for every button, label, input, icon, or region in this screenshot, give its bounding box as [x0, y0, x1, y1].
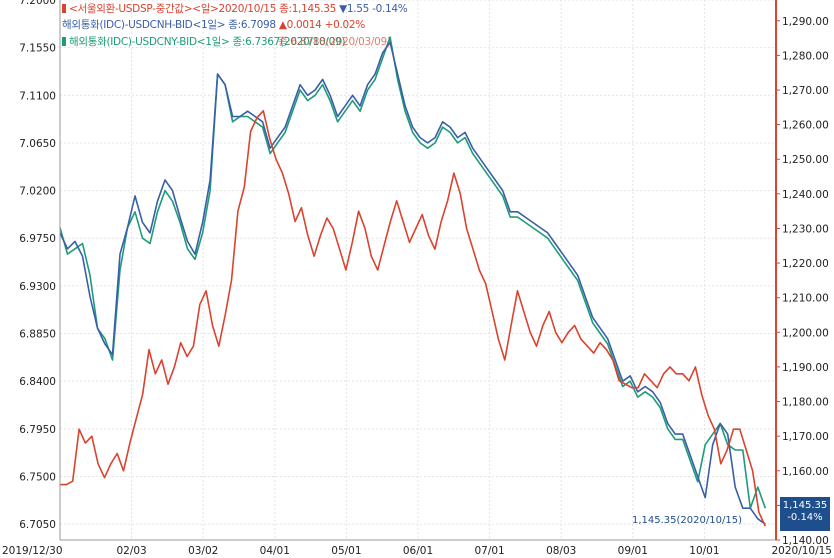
x-tick-label: 04/01 [260, 545, 290, 557]
x-tick-label: 10/01 [689, 545, 719, 557]
legend-usdcny[interactable]: 해외통화(IDC)-USDCNY-BID<1일> 종:6.7367(2020/1… [62, 34, 345, 49]
left-tick-label: 6.7950 [19, 424, 56, 436]
legend-label-usdsp: <서울외환-USDSP-중간값><일>2020/10/15 종:1,145.35 [69, 3, 337, 15]
legend-change-usdsp: ▼1.55 -0.14% [339, 3, 408, 15]
right-tick-label: 1,270.00 [782, 85, 829, 97]
right-tick-label: 1,280.00 [782, 50, 829, 62]
right-tick-label: 1,230.00 [782, 223, 829, 235]
left-tick-label: 6.7500 [19, 471, 56, 483]
legend-swatch-usdcny [62, 37, 66, 46]
legend-swatch-usdsp [62, 4, 66, 13]
legend-usdsp[interactable]: <서울외환-USDSP-중간값><일>2020/10/15 종:1,145.35… [62, 1, 408, 16]
left-tick-label: 7.0200 [19, 186, 56, 198]
left-tick-label: 6.7050 [19, 519, 56, 531]
x-axis-ticks: 2019/12/30 02/03 03/02 04/01 05/01 06/01 07/01… [2, 539, 832, 557]
right-tick-label: 1,240.00 [782, 189, 829, 201]
series-lines [59, 36, 767, 527]
x-tick-label: 08/03 [546, 545, 576, 557]
right-tick-label: 1,290.00 [782, 16, 829, 28]
right-tick-label: 1,180.00 [782, 397, 829, 409]
legend-change-usdcnh: ▲0.0014 +0.02% [278, 19, 365, 31]
right-axis-ticks: 1,290.00 1,280.00 1,270.00 1,260.00 1,250.00… [776, 16, 829, 547]
left-tick-label: 6.8850 [19, 329, 56, 341]
last-value-badge: 1,145.35 -0.14% [780, 497, 830, 531]
x-tick-label: 05/01 [331, 545, 361, 557]
right-tick-label: 1,200.00 [782, 327, 829, 339]
left-tick-label: 6.9750 [19, 233, 56, 245]
badge-change: -0.14% [787, 512, 823, 523]
right-tick-label: 1,250.00 [782, 154, 829, 166]
legend-overlap-note: 종:6.8788(2020/03/09) [278, 36, 391, 48]
legend-usdcnh[interactable]: 해외통화(IDC)-USDCNH-BID<1일> 종:6.7098 ▲0.001… [62, 17, 365, 32]
right-tick-label: 1,170.00 [782, 431, 829, 443]
left-tick-label: 6.8400 [19, 376, 56, 388]
x-tick-label: 2020/10/15 [771, 545, 832, 557]
legend-label-usdcnh: 해외통화(IDC)-USDCNH-BID<1일> 종:6.7098 [62, 19, 276, 31]
right-tick-label: 1,160.00 [782, 466, 829, 478]
series-line-usdsp [60, 110, 767, 527]
right-tick-label: 1,260.00 [782, 120, 829, 132]
x-tick-label: 07/01 [474, 545, 504, 557]
left-tick-label: 7.1550 [19, 43, 56, 55]
right-tick-label: 1,140.00 [782, 535, 829, 547]
series-line-usdcny [59, 36, 767, 510]
x-tick-label: 2019/12/30 [2, 545, 63, 557]
series-line-usdcnh [59, 41, 766, 525]
left-tick-label: 7.0650 [19, 138, 56, 150]
right-tick-label: 1,220.00 [782, 258, 829, 270]
legend-label-usdcny: 해외통화(IDC)-USDCNY-BID<1일> 종:6.7367(2020/1… [69, 36, 346, 48]
last-value-annotation: 1,145.35(2020/10/15) [632, 515, 742, 526]
x-tick-label: 06/01 [403, 545, 433, 557]
right-tick-label: 1,190.00 [782, 362, 829, 374]
left-axis-ticks: 7.2000 7.1550 7.1100 7.0650 7.0200 6.9750 6.93… [19, 0, 56, 531]
badge-value: 1,145.35 [782, 500, 828, 511]
x-tick-label: 03/02 [188, 545, 218, 557]
left-tick-label: 6.9300 [19, 281, 56, 293]
right-tick-label: 1,210.00 [782, 293, 829, 305]
left-tick-label: 7.1100 [19, 90, 56, 102]
x-tick-label: 02/03 [116, 545, 146, 557]
left-tick-label: 7.2000 [19, 0, 56, 7]
x-tick-label: 09/01 [618, 545, 648, 557]
